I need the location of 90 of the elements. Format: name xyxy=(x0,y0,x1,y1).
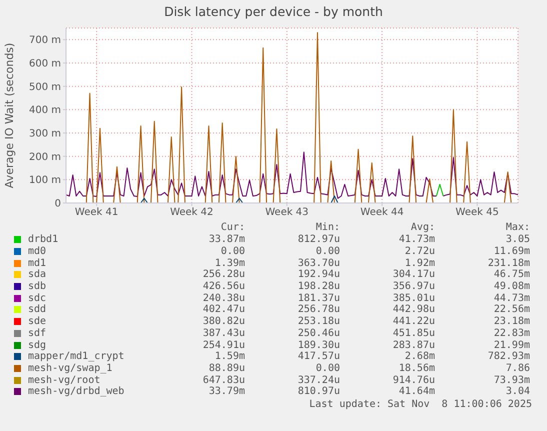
legend-label: sdc xyxy=(28,292,48,304)
text: 33.87m xyxy=(208,234,245,246)
chart-title: Disk latency per device - by month xyxy=(163,4,384,19)
legend-label: sdf xyxy=(28,328,48,339)
text: Min: xyxy=(314,222,340,234)
text: 181.37u xyxy=(296,292,340,304)
text: 7.86 xyxy=(504,362,530,374)
text: 256.78u xyxy=(296,304,340,316)
legend-label: sda xyxy=(28,269,48,280)
legend-label: sdb xyxy=(28,281,48,292)
y-tick-label: 300 m xyxy=(28,128,61,140)
text: Avg: xyxy=(410,222,435,234)
text: 256.28u xyxy=(202,269,245,280)
text: 1.92m xyxy=(404,258,435,269)
text: 192.94u xyxy=(296,269,340,280)
text: 253.18u xyxy=(296,316,340,328)
text: Max: xyxy=(504,222,530,234)
text: 3.04 xyxy=(504,386,530,398)
text: 254.91u xyxy=(202,340,245,351)
text: 41.64m xyxy=(398,386,435,398)
text: 304.17u xyxy=(392,269,435,280)
y-tick-label: 200 m xyxy=(28,152,61,163)
text: 426.56u xyxy=(202,281,245,292)
text: 451.85u xyxy=(392,328,435,339)
x-tick-label: Week 44 xyxy=(360,207,404,218)
legend-label: mesh-vg/swap_1 xyxy=(28,362,114,374)
text: 88.89u xyxy=(208,362,245,374)
text: 387.43u xyxy=(202,328,245,339)
legend-label: mapper/md1_crypt xyxy=(28,351,126,362)
text: 0.00 xyxy=(314,362,340,374)
text: 250.46u xyxy=(296,328,340,339)
text: 442.98u xyxy=(392,304,435,316)
text: 2.72u xyxy=(404,246,435,258)
text: 189.30u xyxy=(296,340,340,351)
text: 0.00 xyxy=(314,246,340,258)
x-tick-label: Week 42 xyxy=(170,207,214,218)
text: 380.82u xyxy=(202,316,245,328)
text: 337.24u xyxy=(296,374,340,386)
text: 22.83m xyxy=(492,328,530,339)
text: 22.56m xyxy=(492,304,530,316)
text: 231.18m xyxy=(486,258,530,269)
legend-label: sdd xyxy=(28,304,48,316)
text: 914.76u xyxy=(392,374,435,386)
y-tick-label: 500 m xyxy=(28,82,61,93)
y-tick-label: 100 m xyxy=(28,175,61,186)
y-tick-label: 600 m xyxy=(28,58,61,70)
legend-label: md0 xyxy=(28,246,48,258)
text: 3.05 xyxy=(504,234,530,246)
text: 1.59m xyxy=(214,351,245,362)
text: 46.75m xyxy=(492,269,530,280)
text: 363.70u xyxy=(296,258,340,269)
legend-label: md1 xyxy=(28,258,48,269)
text: 417.57u xyxy=(296,351,340,362)
text: 198.28u xyxy=(296,281,340,292)
text: 441.22u xyxy=(392,316,435,328)
text: 73.93m xyxy=(492,374,530,386)
text: 23.18m xyxy=(492,316,530,328)
text: 240.38u xyxy=(202,292,245,304)
text: 2.68m xyxy=(404,351,435,362)
text: 402.47u xyxy=(202,304,245,316)
x-tick-label: Week 45 xyxy=(456,207,499,218)
text: 385.01u xyxy=(392,292,435,304)
text: 21.99m xyxy=(492,340,530,351)
y-tick-label: 700 m xyxy=(28,35,61,46)
text: 1.39m xyxy=(214,258,245,269)
text: 283.87u xyxy=(392,340,435,351)
text: Cur: xyxy=(220,222,245,234)
text: Last update: Sat Nov 8 11:00:06 2025 xyxy=(308,398,533,410)
x-tick-label: Week 41 xyxy=(74,207,118,218)
text: 11.69m xyxy=(492,246,530,258)
text: 0.00 xyxy=(220,246,245,258)
legend-label: drbd1 xyxy=(28,234,60,246)
text: 647.83u xyxy=(202,374,245,386)
legend-label: sdg xyxy=(28,340,48,351)
text: 41.73m xyxy=(398,234,435,246)
legend-label: sde xyxy=(28,316,48,328)
text: 33.79m xyxy=(208,386,245,398)
text: 812.97u xyxy=(296,234,340,246)
text: 49.08m xyxy=(492,281,530,292)
x-tick-label: Week 43 xyxy=(265,207,309,218)
text: 44.73m xyxy=(492,292,530,304)
text: 782.93m xyxy=(486,351,530,362)
text: 356.97u xyxy=(392,281,435,292)
y-tick-label: 400 m xyxy=(28,105,61,116)
legend-label: mesh-vg/root xyxy=(28,374,102,386)
y-tick-label: 0 xyxy=(54,198,61,210)
y-axis-title: Average IO Wait (seconds) xyxy=(4,42,17,188)
text: 18.56m xyxy=(398,362,435,374)
text: 810.97u xyxy=(296,386,340,398)
legend-label: mesh-vg/drbd_web xyxy=(28,386,126,398)
